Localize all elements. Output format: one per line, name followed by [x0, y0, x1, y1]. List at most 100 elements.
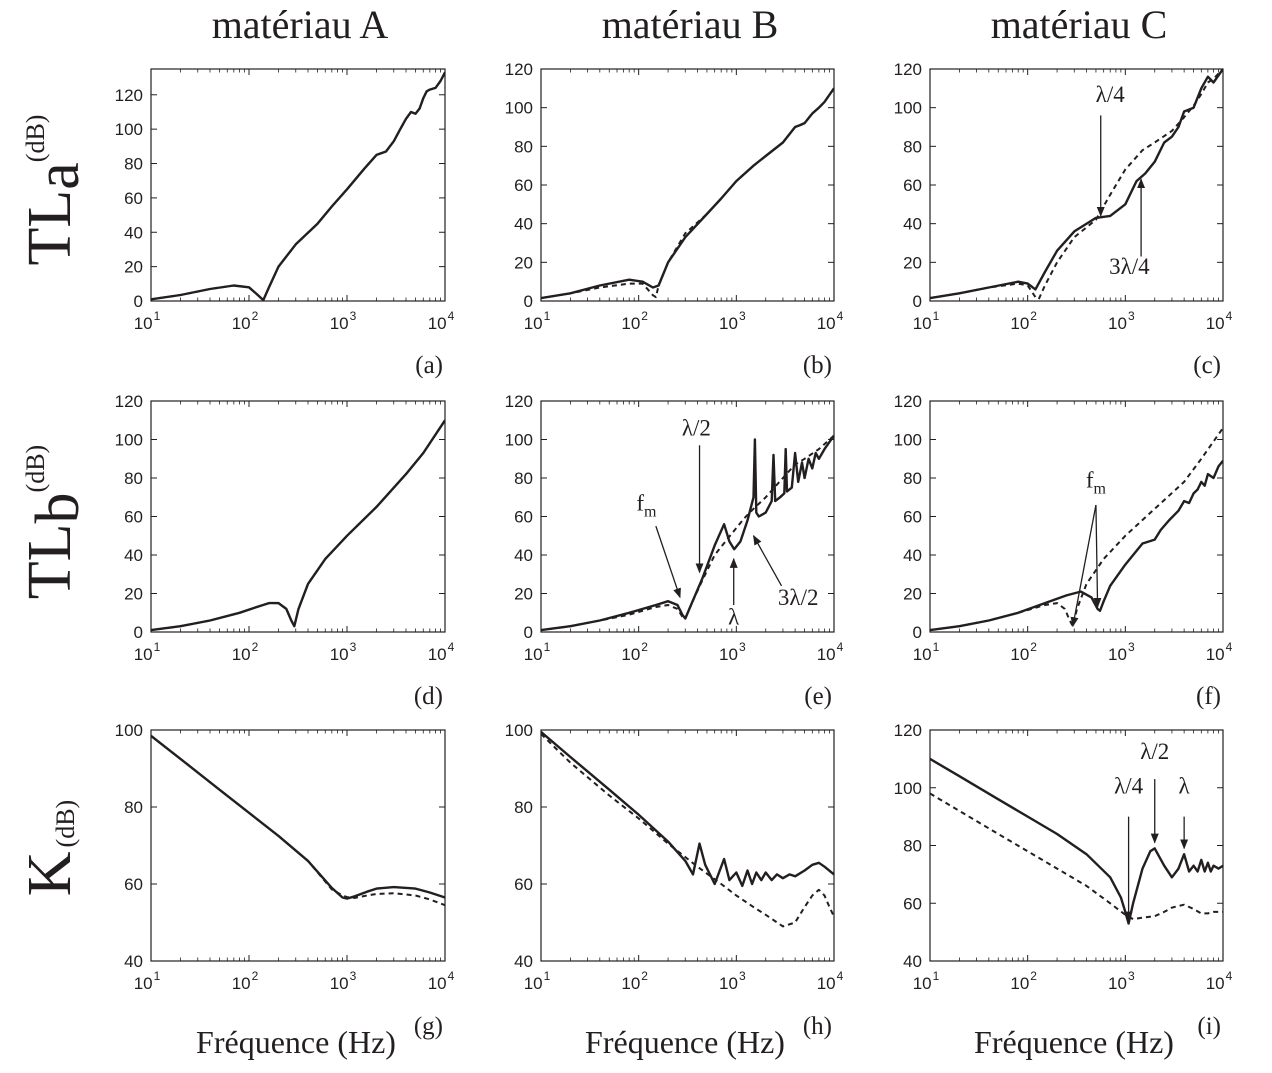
row-label-tlb-main: TL: [16, 523, 84, 599]
y-tick-label: 20: [514, 253, 533, 272]
y-tick-label: 60: [514, 508, 533, 527]
y-tick-label: 80: [124, 798, 143, 817]
y-tick-label: 20: [124, 258, 143, 277]
y-tick-label: 0: [524, 623, 533, 642]
x-tick-label: 103: [719, 640, 746, 664]
x-tick-label: 103: [330, 640, 357, 664]
annotation-label: 3λ/4: [1109, 254, 1150, 279]
row-label-tlb-sub: b: [24, 492, 92, 523]
panel-d: 101 102 103 104 0 20 40 60 80 100 120 (d): [115, 392, 455, 710]
plot-frame: [929, 729, 1224, 962]
series-line-dashed: [151, 735, 445, 907]
x-tick-label: 103: [1108, 640, 1135, 664]
y-tick-label: 20: [124, 585, 143, 604]
x-tick-label: 103: [1108, 969, 1135, 993]
y-tick-label: 80: [903, 137, 922, 156]
y-tick-label: 60: [124, 508, 143, 527]
y-tick-label: 80: [903, 837, 922, 856]
plot-frame: [150, 400, 446, 633]
y-tick-label: 40: [124, 546, 143, 565]
series-line-solid: [151, 419, 445, 632]
y-tick-label: 100: [115, 431, 143, 450]
x-tick-label: 104: [817, 309, 844, 333]
series-line-solid: [541, 87, 834, 300]
x-tick-label: 104: [428, 640, 455, 664]
annotation-label: fm: [1086, 468, 1107, 498]
x-tick-label: 103: [1108, 309, 1135, 333]
y-tick-label: 100: [505, 99, 533, 118]
row-label-k: K (dB): [16, 800, 84, 896]
y-tick-label: 20: [903, 585, 922, 604]
y-tick-label: 60: [124, 875, 143, 894]
x-tick-label: 101: [524, 969, 551, 993]
row-label-tla-main: TL: [16, 190, 84, 266]
panel-b: 101 102 103 104 0 20 40 60 80 100 120 (b): [505, 60, 844, 379]
y-tick-label: 120: [115, 86, 143, 105]
panel-label: (c): [1193, 352, 1221, 379]
y-tick-label: 60: [514, 176, 533, 195]
y-tick-label: 60: [903, 894, 922, 913]
y-tick-label: 80: [124, 155, 143, 174]
y-tick-label: 100: [115, 120, 143, 139]
y-tick-label: 80: [514, 469, 533, 488]
annotation-arrow: [1093, 504, 1102, 608]
x-tick-label: 102: [621, 309, 648, 333]
series-line-solid: [541, 434, 834, 632]
annotation-arrow: [1070, 504, 1097, 628]
y-tick-label: 100: [894, 431, 922, 450]
y-tick-label: 0: [524, 292, 533, 311]
series-line-solid: [930, 459, 1223, 632]
panel-label: (e): [804, 683, 832, 710]
y-tick-label: 120: [115, 392, 143, 411]
x-tick-label: 102: [232, 640, 259, 664]
xlabel-c: Fréquence (Hz): [974, 1024, 1174, 1060]
row-label-tlb-unit: (dB): [21, 445, 50, 493]
panel-h: 101 102 103 104 40 60 80 100 (h): [505, 721, 844, 1040]
y-tick-label: 0: [913, 292, 922, 311]
y-tick-label: 100: [894, 779, 922, 798]
y-tick-label: 0: [913, 623, 922, 642]
panel-label: (i): [1197, 1013, 1221, 1040]
x-tick-label: 102: [232, 309, 259, 333]
x-tick-label: 104: [1206, 640, 1233, 664]
series-line-solid: [930, 69, 1223, 300]
series-line-dashed: [930, 427, 1223, 632]
row-label-tla: TLa(dB): [16, 115, 92, 266]
y-tick-label: 40: [124, 952, 143, 971]
x-tick-label: 103: [719, 309, 746, 333]
x-tick-label: 102: [232, 969, 259, 993]
panel-i: 101 102 103 104 40 60 80 100 120 λ/4 λ/2 λ (i): [894, 721, 1233, 1040]
annotation-label: λ/4: [1114, 774, 1144, 799]
column-title-c: matériau C: [991, 2, 1168, 47]
y-tick-label: 100: [505, 721, 533, 740]
series-line-dashed: [541, 733, 834, 928]
x-tick-label: 104: [817, 969, 844, 993]
y-tick-label: 100: [505, 431, 533, 450]
y-tick-label: 20: [514, 585, 533, 604]
annotation-label: 3λ/2: [778, 585, 819, 610]
y-tick-label: 40: [514, 546, 533, 565]
y-tick-label: 0: [134, 292, 143, 311]
svg-text:TLa(dB): TLa(dB): [16, 115, 92, 266]
x-tick-label: 102: [1010, 969, 1037, 993]
y-tick-label: 100: [115, 721, 143, 740]
svg-text:TLb(dB): TLb(dB): [16, 445, 92, 599]
x-tick-label: 101: [134, 309, 161, 333]
series-line-dashed: [151, 71, 445, 301]
series-line-solid: [930, 757, 1223, 925]
y-tick-label: 120: [894, 392, 922, 411]
annotation-label: λ: [728, 604, 740, 629]
y-tick-label: 40: [903, 215, 922, 234]
y-tick-label: 40: [514, 215, 533, 234]
y-tick-label: 40: [124, 223, 143, 242]
x-tick-label: 102: [621, 640, 648, 664]
plot-frame: [150, 68, 446, 302]
series-line-dashed: [151, 419, 445, 632]
svg-text:K(dB): K (dB): [16, 800, 84, 896]
panel-label: (f): [1196, 683, 1221, 710]
series-line-solid: [151, 71, 445, 301]
row-label-k-unit: (dB): [51, 800, 80, 848]
xlabel-b: Fréquence (Hz): [585, 1024, 785, 1060]
row-label-tla-sub: a: [24, 162, 92, 190]
x-tick-label: 102: [621, 969, 648, 993]
